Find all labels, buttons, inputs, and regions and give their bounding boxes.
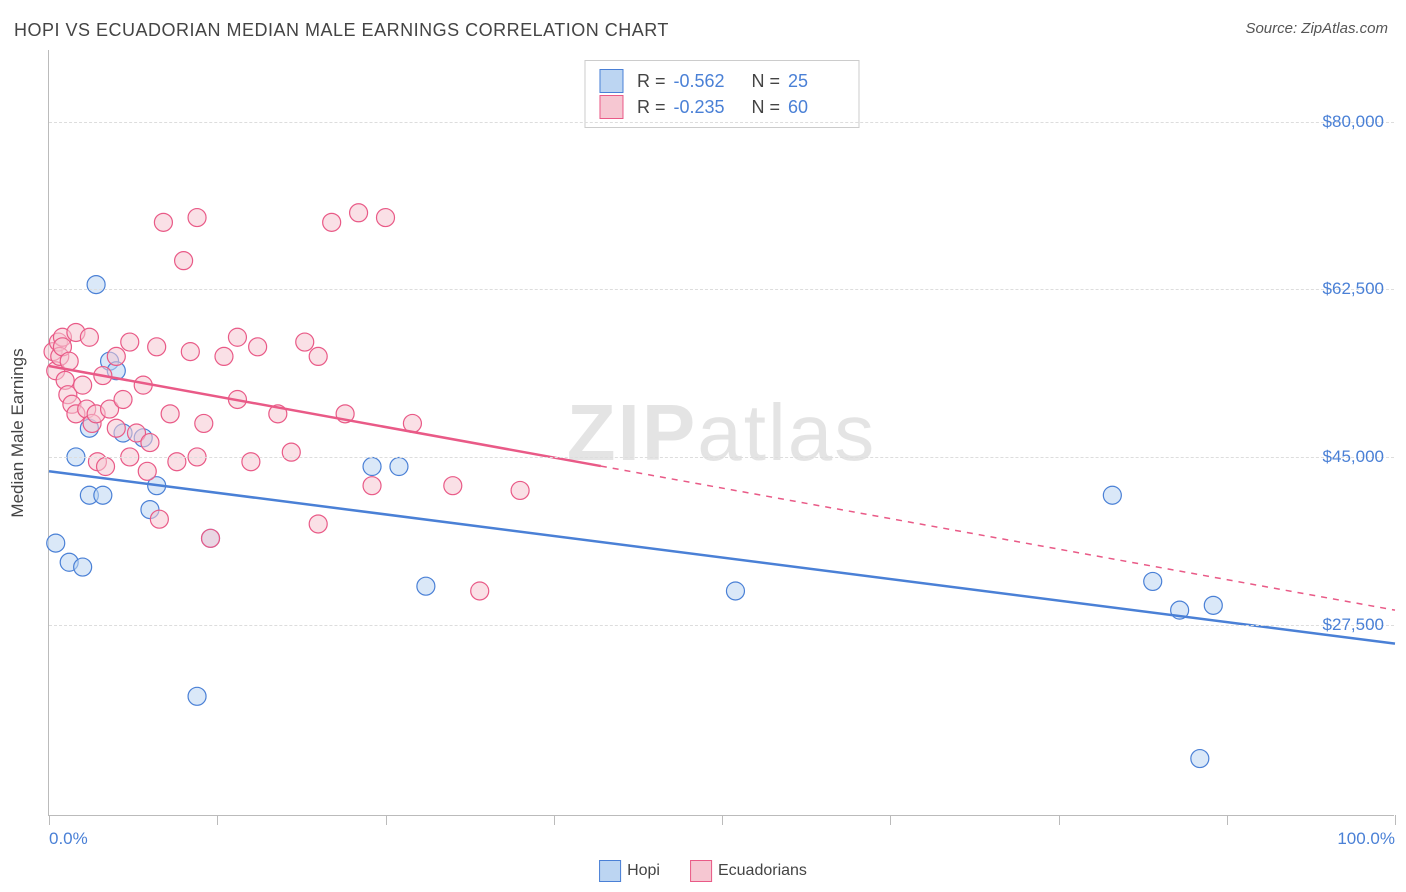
x-tick xyxy=(722,815,723,825)
data-point xyxy=(323,213,341,231)
trend-line-dashed xyxy=(601,466,1395,610)
x-tick xyxy=(1059,815,1060,825)
data-point xyxy=(181,343,199,361)
data-point xyxy=(161,405,179,423)
data-point xyxy=(74,558,92,576)
legend-swatch xyxy=(599,69,623,93)
legend-row: R = -0.235 N = 60 xyxy=(599,95,844,119)
x-tick xyxy=(386,815,387,825)
legend-label: Ecuadorians xyxy=(718,862,807,879)
data-point xyxy=(121,333,139,351)
data-point xyxy=(309,515,327,533)
legend-item: Ecuadorians xyxy=(690,860,807,882)
data-point xyxy=(215,347,233,365)
data-point xyxy=(141,434,159,452)
data-point xyxy=(363,477,381,495)
gridline xyxy=(49,625,1394,626)
legend-item: Hopi xyxy=(599,860,660,882)
data-point xyxy=(154,213,172,231)
data-point xyxy=(1204,596,1222,614)
data-point xyxy=(114,390,132,408)
r-label: R = xyxy=(637,97,666,118)
data-point xyxy=(390,458,408,476)
n-label: N = xyxy=(752,97,781,118)
x-tick xyxy=(1227,815,1228,825)
r-label: R = xyxy=(637,71,666,92)
trend-line xyxy=(49,471,1395,643)
data-point xyxy=(282,443,300,461)
data-point xyxy=(377,209,395,227)
data-point xyxy=(97,458,115,476)
gridline xyxy=(49,122,1394,123)
x-tick xyxy=(554,815,555,825)
x-tick xyxy=(217,815,218,825)
x-tick xyxy=(1395,815,1396,825)
gridline xyxy=(49,289,1394,290)
data-point xyxy=(444,477,462,495)
x-tick xyxy=(49,815,50,825)
data-point xyxy=(1191,750,1209,768)
legend-swatch xyxy=(599,860,621,882)
legend-row: R = -0.562 N = 25 xyxy=(599,69,844,93)
gridline xyxy=(49,457,1394,458)
r-value: -0.562 xyxy=(674,71,730,92)
series-legend: Hopi Ecuadorians xyxy=(599,860,807,882)
chart-title: HOPI VS ECUADORIAN MEDIAN MALE EARNINGS … xyxy=(14,20,669,41)
data-point xyxy=(242,453,260,471)
data-point xyxy=(363,458,381,476)
data-point xyxy=(168,453,186,471)
legend-swatch xyxy=(690,860,712,882)
data-point xyxy=(195,414,213,432)
data-point xyxy=(87,276,105,294)
data-point xyxy=(150,510,168,528)
n-value: 25 xyxy=(788,71,844,92)
data-point xyxy=(350,204,368,222)
data-point xyxy=(471,582,489,600)
x-tick-label: 100.0% xyxy=(1337,829,1395,849)
data-point xyxy=(1103,486,1121,504)
r-value: -0.235 xyxy=(674,97,730,118)
data-point xyxy=(296,333,314,351)
data-point xyxy=(148,338,166,356)
data-point xyxy=(188,209,206,227)
x-tick-label: 0.0% xyxy=(49,829,88,849)
legend-swatch xyxy=(599,95,623,119)
data-point xyxy=(726,582,744,600)
data-point xyxy=(511,481,529,499)
correlation-legend: R = -0.562 N = 25 R = -0.235 N = 60 xyxy=(584,60,859,128)
data-point xyxy=(94,486,112,504)
n-label: N = xyxy=(752,71,781,92)
data-point xyxy=(417,577,435,595)
y-tick-label: $27,500 xyxy=(1323,615,1384,635)
y-tick-label: $45,000 xyxy=(1323,447,1384,467)
data-point xyxy=(249,338,267,356)
plot-area: ZIPatlas R =-0.562N =25R =-0.235N =60 $2… xyxy=(48,50,1394,816)
x-tick xyxy=(890,815,891,825)
data-point xyxy=(175,252,193,270)
data-point xyxy=(107,419,125,437)
plot-svg xyxy=(49,50,1394,815)
legend-label: Hopi xyxy=(627,862,660,879)
data-point xyxy=(107,347,125,365)
data-point xyxy=(228,328,246,346)
y-tick-label: $80,000 xyxy=(1323,112,1384,132)
data-point xyxy=(80,328,98,346)
y-tick-label: $62,500 xyxy=(1323,279,1384,299)
data-point xyxy=(188,687,206,705)
n-value: 60 xyxy=(788,97,844,118)
data-point xyxy=(74,376,92,394)
data-point xyxy=(138,462,156,480)
data-point xyxy=(47,534,65,552)
y-axis-title: Median Male Earnings xyxy=(8,348,28,517)
data-point xyxy=(202,529,220,547)
data-point xyxy=(309,347,327,365)
data-point xyxy=(1144,572,1162,590)
source-label: Source: ZipAtlas.com xyxy=(1245,20,1388,37)
